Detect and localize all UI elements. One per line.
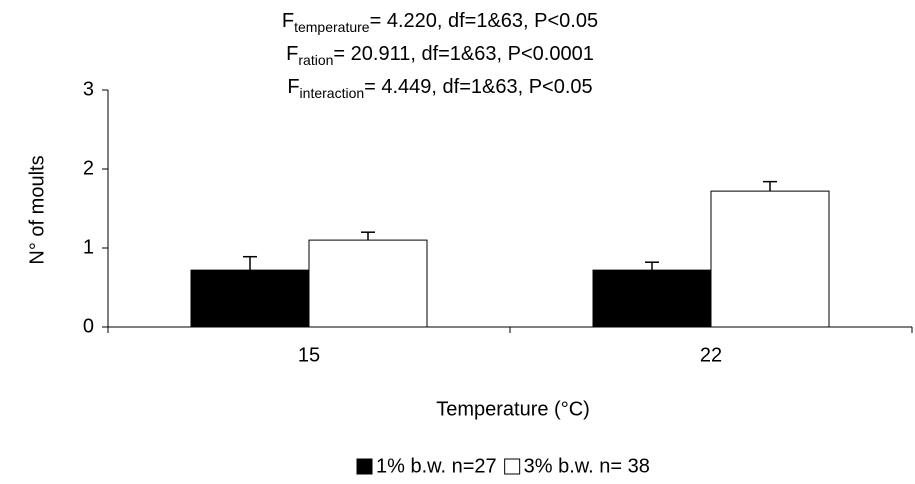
annotation: Fration= 20.911, df=1&63, P<0.0001 xyxy=(286,43,594,67)
y-tick-label: 1 xyxy=(83,236,94,258)
bar xyxy=(308,239,428,328)
bar xyxy=(190,269,310,328)
annotation-main: F xyxy=(282,10,294,32)
x-tick-label: 15 xyxy=(298,344,320,366)
error-bar xyxy=(361,231,375,241)
legend-swatch xyxy=(356,458,373,475)
annotation-rest: = 4.220, df=1&63, P<0.05 xyxy=(370,10,599,32)
legend-label: 1% b.w. n=27 xyxy=(376,455,497,477)
error-bar xyxy=(763,180,777,192)
annotation-sub: ration xyxy=(298,52,333,68)
annotation-main: F xyxy=(286,43,298,65)
y-tick-label: 0 xyxy=(83,315,94,337)
bar xyxy=(710,190,830,328)
legend-swatch xyxy=(504,458,521,475)
annotation-sub: temperature xyxy=(294,19,370,35)
y-tick-label: 3 xyxy=(83,78,94,100)
x-axis-label: Temperature (°C) xyxy=(436,398,590,420)
y-axis-label: N° of moults xyxy=(26,155,48,264)
error-bar xyxy=(645,261,659,271)
annotation-sub: interaction xyxy=(300,85,365,101)
annotation-rest: = 20.911, df=1&63, P<0.0001 xyxy=(333,43,593,65)
error-bar xyxy=(243,255,257,271)
annotation-rest: = 4.449, df=1&63, P<0.05 xyxy=(364,76,593,98)
legend-label: 3% b.w. n= 38 xyxy=(524,455,650,477)
annotation: Ftemperature= 4.220, df=1&63, P<0.05 xyxy=(282,10,598,34)
annotation-main: F xyxy=(287,76,299,98)
annotation: Finteraction= 4.449, df=1&63, P<0.05 xyxy=(287,76,592,100)
x-tick-label: 22 xyxy=(700,344,722,366)
bar xyxy=(592,269,712,328)
y-tick-label: 2 xyxy=(83,157,94,179)
